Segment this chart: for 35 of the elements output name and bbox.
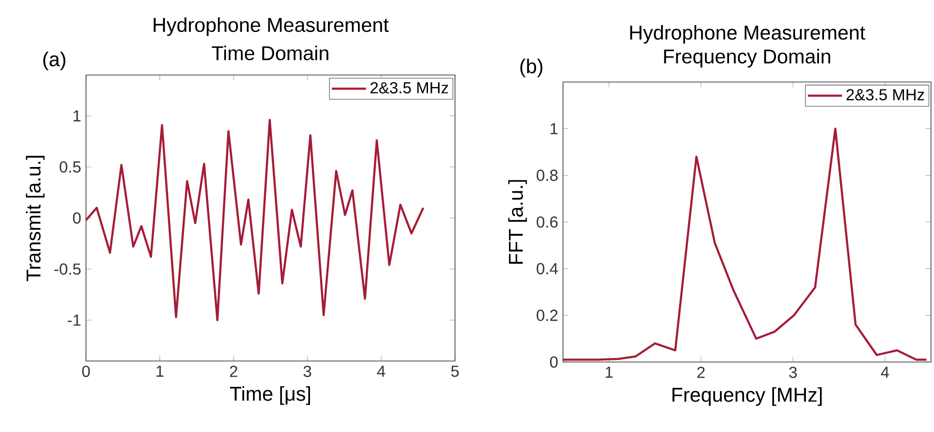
chart-title: Hydrophone Measurement bbox=[154, 17, 389, 36]
legend-label: 2&3.5 MHz bbox=[846, 89, 924, 100]
y-tick-label: 0.2 bbox=[536, 310, 558, 321]
y-tick-label: 0.5 bbox=[60, 161, 81, 173]
text: (b) bbox=[520, 58, 542, 78]
chart-title: Hydrophone Measurement bbox=[630, 25, 866, 44]
y-tick-label: 0 bbox=[73, 212, 81, 224]
x-tick-label: 3 bbox=[304, 366, 312, 378]
x-tick-label: 4 bbox=[377, 366, 386, 377]
chart-subtitle: Time Domain bbox=[212, 46, 328, 60]
y-tick-label: -1 bbox=[68, 314, 81, 326]
x-axis-title: Time [μs] bbox=[230, 386, 310, 405]
x-tick-label: 5 bbox=[451, 366, 459, 377]
y-tick-label: 0.6 bbox=[536, 216, 558, 228]
chart-subtitle: Frequency Domain bbox=[664, 48, 830, 68]
y-tick-label: 1 bbox=[550, 123, 558, 134]
y-tick-label: -0.5 bbox=[54, 263, 81, 275]
line-series bbox=[562, 128, 928, 361]
x-tick-label: 3 bbox=[789, 366, 797, 378]
x-tick-label: 4 bbox=[880, 366, 889, 378]
y-axis-title: Transmit [a.u.] bbox=[26, 156, 45, 282]
text: (a) bbox=[43, 52, 66, 70]
x-tick-label: 0 bbox=[82, 366, 90, 378]
x-tick-label: 1 bbox=[606, 366, 613, 378]
line-series bbox=[84, 118, 424, 322]
x-tick-label: 2 bbox=[697, 366, 705, 378]
x-tick-label: 1 bbox=[156, 366, 164, 377]
x-tick-label: 2 bbox=[230, 366, 238, 377]
legend-label: 2&3.5 MHz bbox=[370, 82, 448, 94]
x-axis-title: Frequency [MHz] bbox=[672, 387, 822, 406]
y-axis-title: FFT [a.u.] bbox=[508, 180, 527, 264]
y-tick-label: 1 bbox=[74, 110, 81, 122]
y-tick-label: 0.8 bbox=[536, 170, 558, 181]
y-tick-label: 0 bbox=[550, 356, 558, 368]
y-tick-label: 0.4 bbox=[536, 263, 558, 274]
